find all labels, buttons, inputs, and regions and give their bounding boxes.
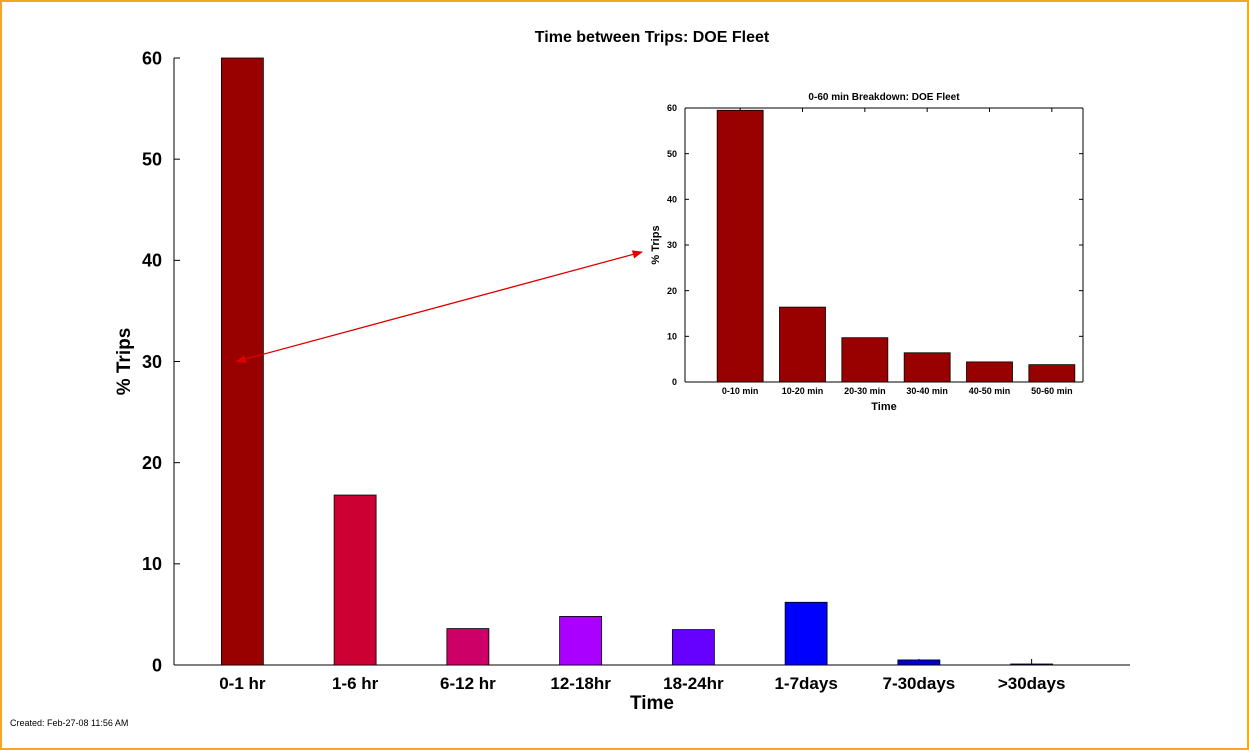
- bar-6-12 hr: [446, 628, 490, 666]
- bar-50-60 min: [1028, 364, 1076, 383]
- bar-18-24hr: [671, 629, 715, 666]
- x-tick-label: 18-24hr: [663, 674, 724, 693]
- x-tick-label: 10-20 min: [782, 386, 824, 396]
- created-timestamp: Created: Feb-27-08 11:56 AM: [10, 718, 129, 728]
- x-tick-label: 1-6 hr: [332, 674, 379, 693]
- x-tick-label: 40-50 min: [969, 386, 1011, 396]
- y-tick-label: 40: [667, 194, 677, 204]
- x-axis-title: Time: [630, 693, 674, 714]
- y-tick-label: 10: [667, 331, 677, 341]
- x-tick-label: 20-30 min: [844, 386, 886, 396]
- x-tick-label: 50-60 min: [1031, 386, 1073, 396]
- y-tick-label: 50: [667, 149, 677, 159]
- bar-0-10 min: [716, 109, 764, 383]
- bar-7-30days: [897, 659, 941, 666]
- x-tick-label: >30days: [998, 674, 1066, 693]
- x-tick-label: 0-10 min: [722, 386, 759, 396]
- y-tick-label: 30: [667, 240, 677, 250]
- y-tick-label: 20: [667, 286, 677, 296]
- y-axis-title: % Trips: [114, 328, 135, 396]
- inset-chart: 0 10 20 30 40 50 60 0-10 min 10-20 min 20-30 min 3…: [650, 92, 1084, 413]
- bar-1-7days: [784, 601, 828, 666]
- bar-40-50 min: [966, 361, 1013, 383]
- bar->30days: [1010, 663, 1054, 666]
- y-tick-label: 30: [142, 352, 162, 372]
- chart-title: 0-60 min Breakdown: DOE Fleet: [808, 92, 960, 103]
- y-tick-label: 0: [152, 655, 162, 675]
- x-axis-title: Time: [871, 401, 896, 413]
- bar-10-20 min: [779, 306, 826, 383]
- y-tick-label: 10: [142, 554, 162, 574]
- x-tick-label: 6-12 hr: [440, 674, 496, 693]
- chart-title: Time between Trips: DOE Fleet: [535, 29, 770, 46]
- x-tick-label: 30-40 min: [906, 386, 948, 396]
- y-tick-label: 60: [142, 48, 162, 68]
- bar-30-40 min: [903, 352, 951, 383]
- bar-1-6 hr: [333, 494, 377, 666]
- y-tick-label: 60: [667, 103, 677, 113]
- y-tick-label: 20: [142, 453, 162, 473]
- bar-20-30 min: [841, 337, 889, 383]
- x-tick-label: 7-30days: [882, 674, 955, 693]
- y-tick-label: 50: [142, 149, 162, 169]
- x-tick-label: 0-1 hr: [219, 674, 266, 693]
- x-tick-label: 1-7days: [774, 674, 837, 693]
- y-tick-label: 0: [672, 377, 677, 387]
- x-tick-label: 12-18hr: [550, 674, 611, 693]
- y-axis-title: % Trips: [650, 225, 662, 264]
- bar-0-1 hr: [220, 57, 264, 666]
- annotation-arrow: [235, 250, 644, 364]
- arrow-line: [235, 250, 644, 364]
- bar-12-18hr: [559, 616, 603, 666]
- y-tick-label: 40: [142, 251, 162, 271]
